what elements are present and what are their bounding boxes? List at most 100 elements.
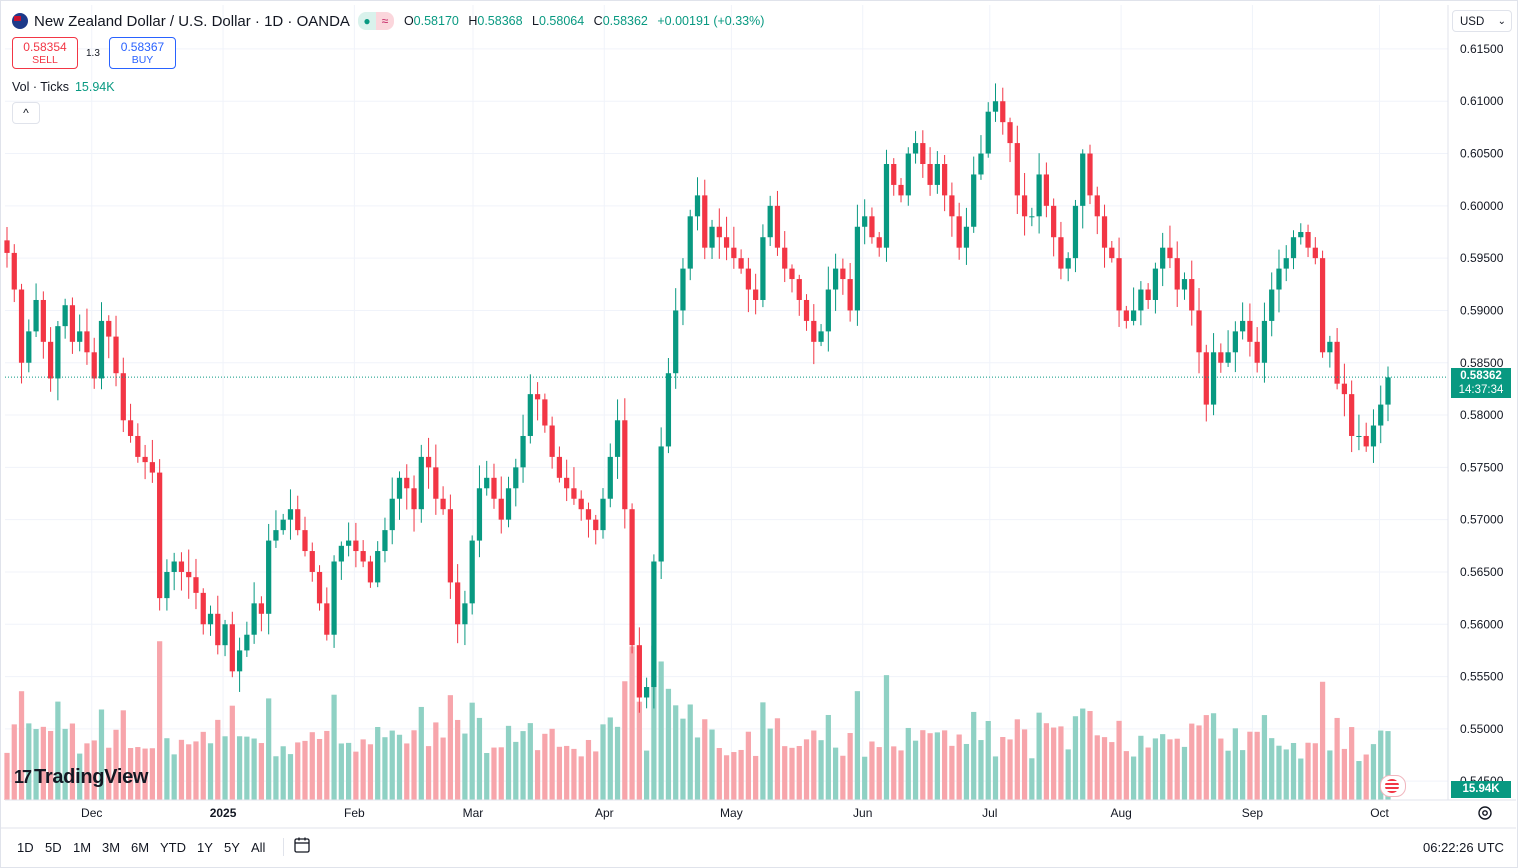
buy-button[interactable]: 0.58367 BUY — [109, 37, 176, 69]
volume-bar — [447, 695, 453, 800]
candle-body — [418, 456, 424, 510]
candle-body — [753, 289, 759, 300]
candle-body — [149, 462, 155, 473]
volume-bar — [963, 743, 970, 800]
timeframe-1d[interactable]: 1D — [17, 840, 34, 855]
timeframe-5y[interactable]: 5Y — [224, 840, 240, 855]
volume-bar — [549, 728, 555, 800]
volume-bar — [207, 743, 214, 800]
market-open-icon: ● — [357, 12, 376, 30]
candle-body — [157, 472, 163, 599]
timeframe-ytd[interactable]: YTD — [160, 840, 186, 855]
candle-body — [1305, 231, 1311, 248]
volume-bar — [389, 730, 395, 800]
candle-body — [476, 488, 483, 541]
volume-bar — [1370, 744, 1377, 800]
utc-clock[interactable]: 06:22:26 UTC — [1423, 840, 1504, 855]
timeframe-1y[interactable]: 1Y — [197, 840, 213, 855]
volume-bar — [1312, 743, 1318, 800]
candle-body — [912, 143, 919, 154]
volume-bar — [26, 723, 32, 800]
volume-bar — [149, 748, 155, 800]
candle-body — [520, 435, 526, 468]
volume-tag: 15.94K — [1451, 781, 1511, 798]
calendar-range-icon[interactable] — [293, 836, 311, 854]
price-tick-label: 0.56500 — [1460, 565, 1504, 579]
timeframe-all[interactable]: All — [251, 840, 266, 855]
volume-bar — [345, 742, 352, 800]
timeframe-6m[interactable]: 6M — [131, 840, 150, 855]
candle-body — [440, 498, 446, 510]
volume-bar — [796, 746, 802, 800]
candle-body — [84, 331, 90, 353]
candle-body — [614, 420, 621, 457]
candle-body — [694, 195, 701, 217]
candle-body — [382, 530, 388, 552]
volume-bar — [1138, 735, 1144, 800]
candle-body — [1160, 247, 1166, 269]
volume-bar — [905, 727, 911, 800]
volume-bar — [295, 742, 301, 800]
candle-body — [40, 299, 46, 342]
price-axis[interactable]: 0.61500 0.61000 0.60500 0.60000 0.59500 0.590… — [1460, 42, 1504, 788]
volume-legend[interactable]: Vol · Ticks 15.94K — [12, 80, 115, 94]
symbol-title[interactable]: New Zealand Dollar / U.S. Dollar · 1D · … — [34, 12, 350, 30]
volume-bar — [266, 698, 272, 800]
candle-body — [818, 331, 824, 342]
candle-body — [1189, 279, 1195, 311]
volume-bar — [55, 701, 61, 800]
volume-bar — [1058, 726, 1064, 800]
volume-bar — [1080, 708, 1086, 800]
market-status[interactable]: ● ≈ — [357, 12, 394, 30]
timeframe-5d[interactable]: 5D — [45, 840, 62, 855]
volume-bar — [542, 733, 548, 800]
volume-bar — [135, 747, 141, 800]
candle-body — [796, 279, 802, 300]
volume-bar — [600, 724, 606, 800]
timeframe-1m[interactable]: 1M — [73, 840, 92, 855]
sell-button[interactable]: 0.58354 SELL — [12, 37, 78, 69]
volume-bar — [1130, 756, 1137, 800]
volume-bar — [985, 720, 991, 800]
volume-bar — [316, 738, 323, 800]
time-tick-label: 2025 — [210, 806, 237, 820]
volume-bar — [491, 747, 497, 800]
currency-select[interactable]: USD ⌄ — [1452, 10, 1512, 32]
volume-bar — [978, 740, 984, 800]
volume-bar — [1203, 715, 1209, 800]
volume-bar — [891, 746, 897, 800]
candle-body — [1138, 289, 1144, 311]
timeframe-3m[interactable]: 3M — [102, 840, 121, 855]
volume-bar — [971, 711, 977, 800]
volume-bar — [1298, 758, 1304, 800]
volume-bar — [462, 733, 468, 800]
buy-price: 0.58367 — [120, 40, 165, 54]
candle-body — [1116, 258, 1122, 311]
tradingview-logo[interactable]: 17 TradingView — [14, 766, 148, 789]
us-flag-icon[interactable] — [1380, 775, 1406, 797]
volume-bar — [33, 729, 39, 800]
candle-body — [1007, 122, 1013, 144]
candle-body — [738, 258, 744, 269]
volume-bar — [927, 733, 933, 800]
volume-bar — [1378, 730, 1384, 800]
volume-bar — [876, 747, 882, 800]
settings-gear-icon[interactable] — [1476, 804, 1494, 822]
collapse-legend-button[interactable]: ^ — [12, 102, 40, 124]
candle-body — [244, 634, 250, 651]
volume-bar — [251, 738, 257, 800]
candle-body — [135, 435, 141, 457]
candle-body — [883, 164, 890, 248]
volume-bar — [469, 702, 475, 800]
candle-body — [527, 394, 533, 436]
candle-body — [433, 467, 439, 499]
volume-bar — [186, 744, 192, 800]
volume-bar — [520, 731, 526, 800]
volume-bar — [1021, 729, 1028, 800]
price-tick-label: 0.58000 — [1460, 408, 1504, 422]
time-axis[interactable]: Dec 2025 Feb Mar Apr May Jun Jul Aug Sep Oct — [81, 806, 1389, 820]
volume-bar — [818, 740, 824, 800]
candle-body — [273, 530, 279, 541]
candle-body — [985, 111, 991, 154]
